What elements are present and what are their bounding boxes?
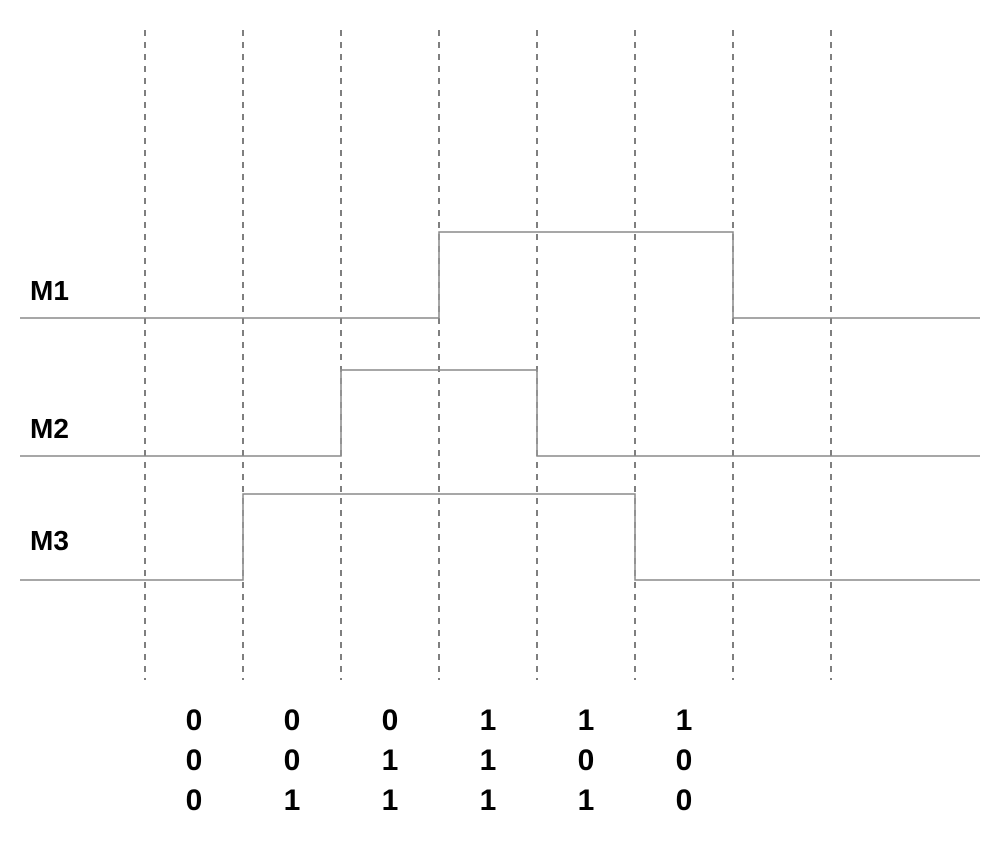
bit-value: 1: [480, 744, 497, 777]
bit-value: 1: [382, 784, 399, 817]
bit-value: 0: [186, 744, 203, 777]
signal-label-m1: M1: [30, 275, 69, 306]
bit-value: 0: [676, 744, 693, 777]
bit-value: 0: [382, 704, 399, 737]
bit-value: 1: [284, 784, 301, 817]
bit-value: 0: [186, 784, 203, 817]
bit-value: 0: [186, 704, 203, 737]
bit-value: 1: [578, 704, 595, 737]
timing-diagram: M1 M2 M3 0 0 0 0 0 1 0 1 1 1 1 1 1 0 1 1 0 0: [0, 0, 1000, 860]
bit-value: 0: [578, 744, 595, 777]
bit-value: 1: [676, 704, 693, 737]
bit-value: 1: [382, 744, 399, 777]
bit-value: 1: [480, 784, 497, 817]
signal-label-m3: M3: [30, 525, 69, 556]
signal-label-m2: M2: [30, 413, 69, 444]
bit-value: 1: [578, 784, 595, 817]
bit-value: 1: [480, 704, 497, 737]
background: [0, 0, 1000, 860]
bit-value: 0: [676, 784, 693, 817]
bit-value: 0: [284, 744, 301, 777]
bit-value: 0: [284, 704, 301, 737]
